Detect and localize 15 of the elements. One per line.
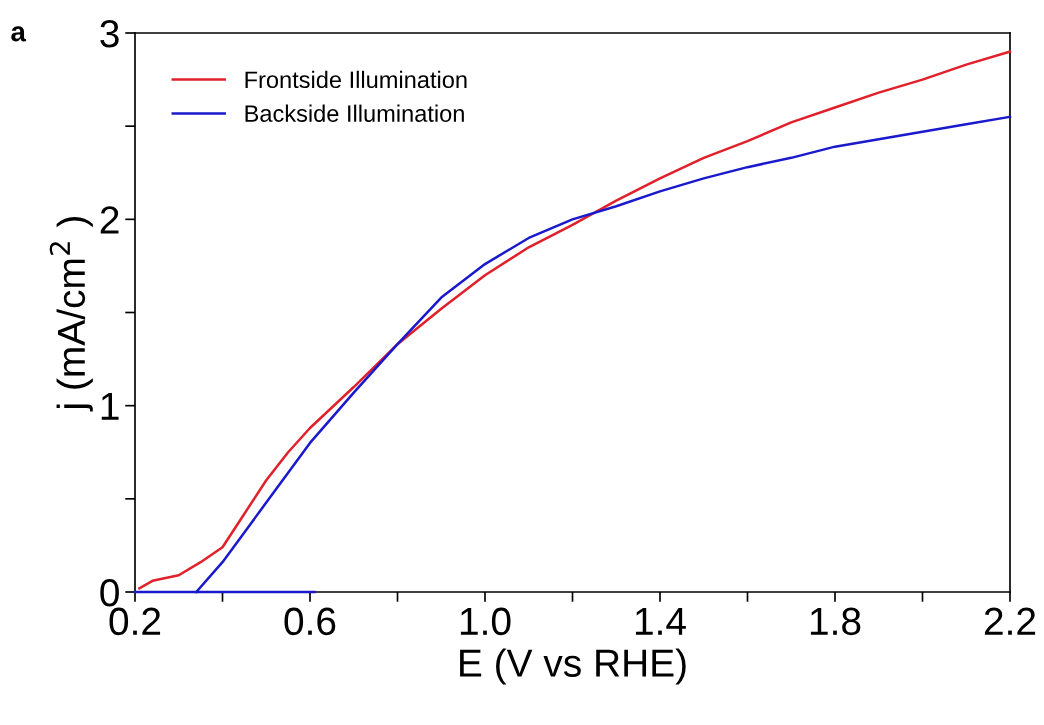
legend-label: Frontside Illumination — [245, 70, 467, 89]
x-tick-label: 0.6 — [284, 607, 336, 636]
y-tick-label: 2 — [100, 206, 119, 234]
x-tick-label: 0.2 — [109, 607, 161, 636]
legend-label: Backside Illumination — [245, 104, 464, 122]
y-tick-label: 3 — [100, 19, 119, 48]
x-axis-title: E (V vs RHE) — [460, 648, 686, 685]
y-tick-label: 0 — [100, 578, 119, 607]
y-tick-label: 1 — [101, 393, 119, 420]
text: a — [11, 26, 27, 42]
x-tick-label: 2.2 — [984, 607, 1036, 635]
x-tick-label: 1.8 — [810, 607, 861, 636]
x-tick-label: 1.4 — [635, 608, 686, 635]
x-tick-label: 1.0 — [460, 607, 511, 636]
y-axis-title: j (mA/cm$^{2}$ ) — [49, 217, 93, 412]
